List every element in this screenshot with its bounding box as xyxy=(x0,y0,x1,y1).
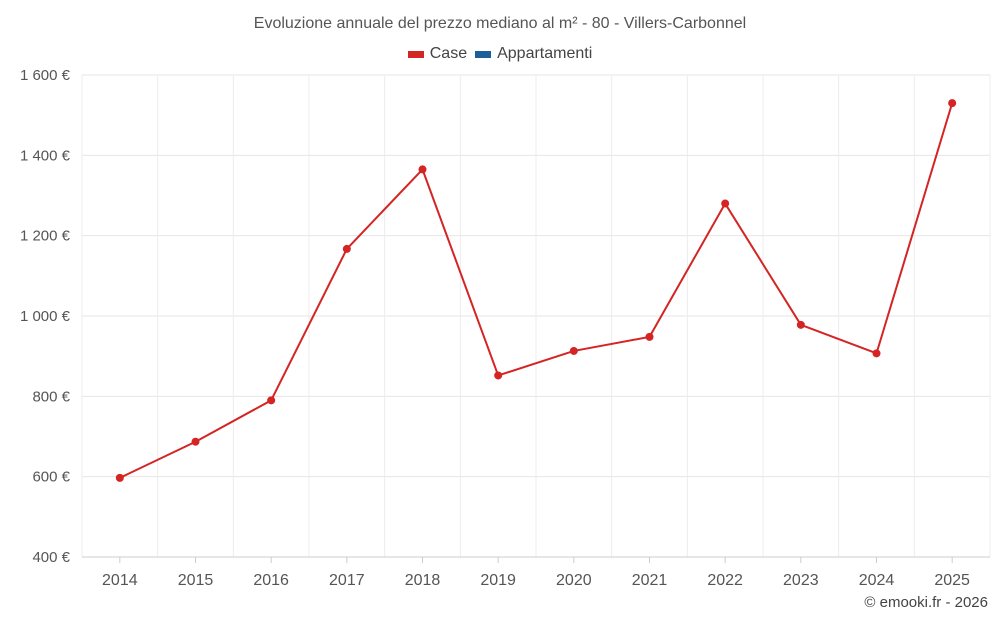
credit-text: © emooki.fr - 2026 xyxy=(864,594,988,611)
series-line-case xyxy=(119,102,954,479)
data-point xyxy=(342,244,351,253)
y-tick-label: 1 000 € xyxy=(20,308,71,325)
x-tick-label: 2014 xyxy=(102,572,138,589)
legend-item-appartamenti[interactable]: Appartamenti xyxy=(475,45,592,63)
y-tick-label: 600 € xyxy=(32,469,70,486)
x-tick-label: 2022 xyxy=(707,572,743,589)
legend-item-case[interactable]: Case xyxy=(407,45,468,63)
chart-title: Evoluzione annuale del prezzo mediano al… xyxy=(253,15,747,32)
x-tick-label: 2017 xyxy=(329,572,365,589)
data-point xyxy=(267,396,276,405)
x-tick-label: 2021 xyxy=(632,572,668,589)
legend-swatch-case xyxy=(407,50,424,58)
x-tick-label: 2023 xyxy=(783,572,819,589)
x-tick-label: 2016 xyxy=(253,572,289,589)
data-point xyxy=(191,437,200,446)
x-tick-label: 2024 xyxy=(859,572,895,589)
data-point xyxy=(494,371,503,380)
data-point xyxy=(872,349,881,358)
data-point xyxy=(115,473,124,482)
legend-label-appartamenti: Appartamenti xyxy=(497,45,593,62)
legend-swatch-appartamenti xyxy=(475,50,492,58)
x-tick-label: 2025 xyxy=(934,572,970,589)
data-point xyxy=(721,199,730,208)
x-tick-label: 2019 xyxy=(480,572,516,589)
y-tick-label: 1 200 € xyxy=(20,228,71,245)
y-tick-label: 1 600 € xyxy=(20,67,71,84)
y-tick-label: 1 400 € xyxy=(20,147,71,164)
legend: Case Appartamenti xyxy=(0,45,1000,63)
y-tick-label: 400 € xyxy=(32,549,70,566)
y-tick-label: 800 € xyxy=(32,388,70,405)
legend-label-case: Case xyxy=(429,45,468,62)
data-point xyxy=(796,320,805,329)
data-point xyxy=(569,346,578,355)
x-tick-label: 2020 xyxy=(556,572,592,589)
x-tick-label: 2015 xyxy=(178,572,214,589)
data-point xyxy=(645,332,654,341)
x-tick-label: 2018 xyxy=(405,572,441,589)
data-point xyxy=(418,165,427,174)
data-point xyxy=(948,99,957,108)
